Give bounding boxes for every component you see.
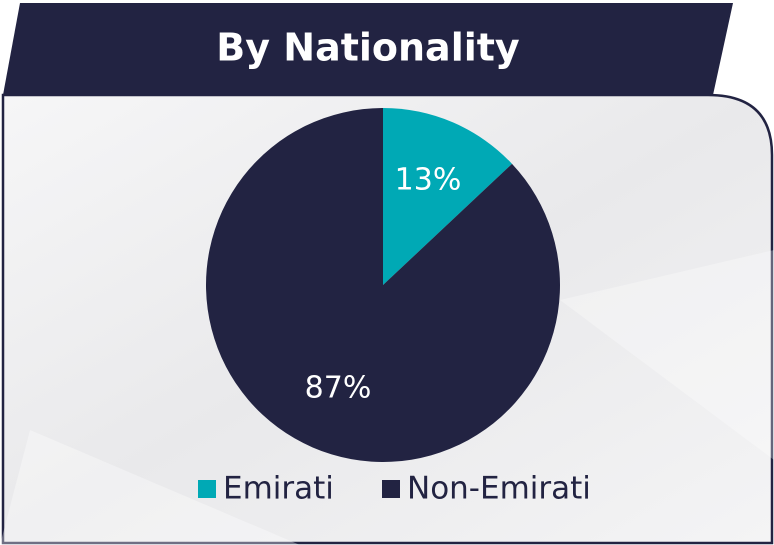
- legend-swatch: [198, 480, 216, 498]
- legend-swatch: [382, 480, 400, 498]
- pie: 13% 87%: [205, 108, 560, 462]
- legend-label: Non-Emirati: [407, 471, 591, 507]
- data-label: 13%: [395, 163, 462, 198]
- legend: Emirati Non-Emirati: [198, 471, 591, 507]
- legend-label: Emirati: [223, 471, 334, 507]
- pie-slice: [383, 108, 513, 285]
- title-banner: [3, 3, 733, 95]
- pie-slice: [205, 108, 560, 462]
- bg-facet: [0, 430, 300, 545]
- chart-title: By Nationality: [216, 26, 520, 70]
- data-label: 87%: [305, 370, 372, 405]
- bg-facet: [560, 250, 774, 460]
